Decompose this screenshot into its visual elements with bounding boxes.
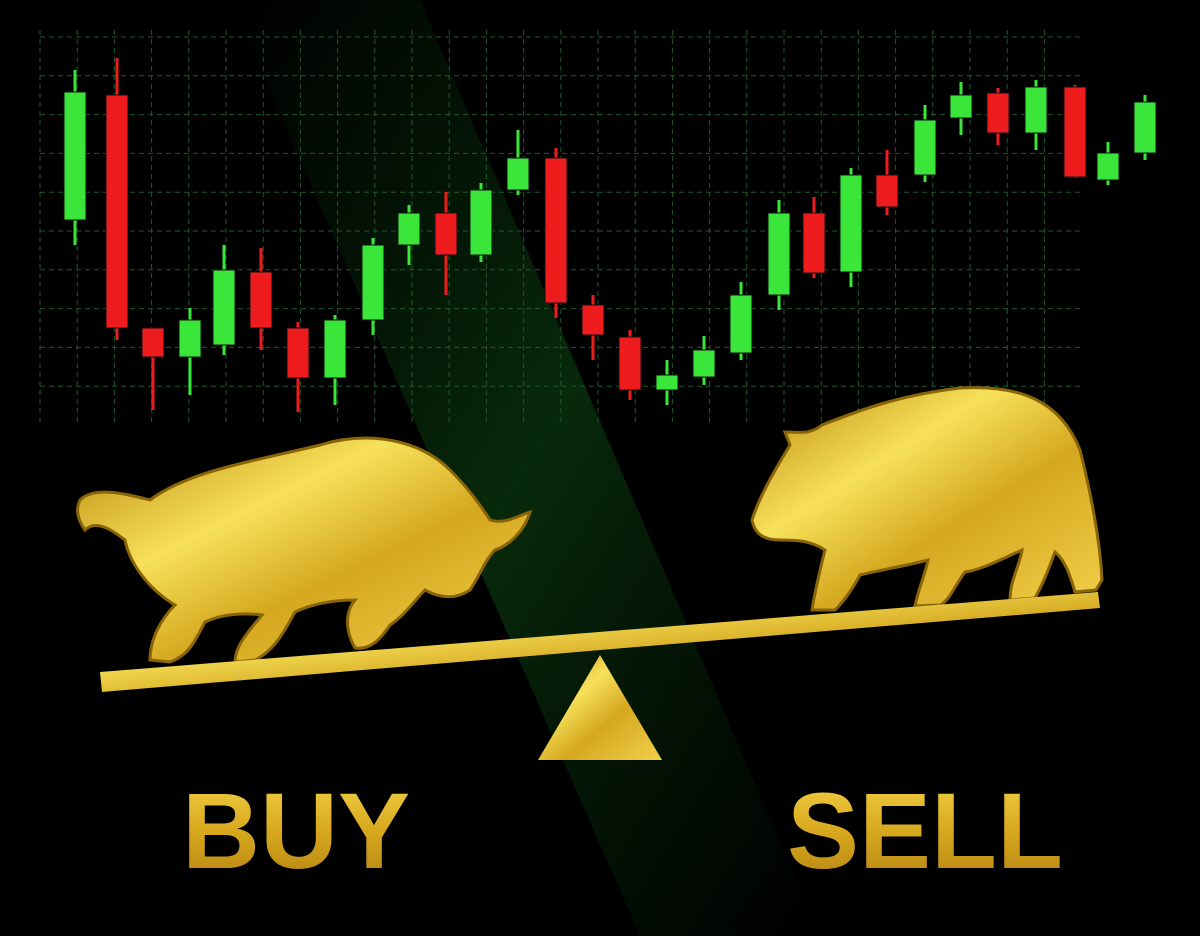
candle-body	[361, 244, 385, 321]
light-beam	[230, 0, 820, 936]
candle-body	[767, 212, 791, 296]
candle-body	[63, 91, 87, 221]
candle-body	[544, 157, 568, 304]
candle-body	[581, 304, 605, 336]
candle-body	[1096, 152, 1120, 181]
candle-body	[469, 189, 493, 256]
sell-label: SELL	[787, 770, 1063, 891]
candle-body	[802, 212, 826, 274]
buy-label: BUY	[182, 770, 410, 891]
candle-body	[839, 174, 863, 273]
candle-body	[913, 119, 937, 176]
candle-body	[286, 327, 310, 379]
candle-body	[692, 349, 716, 378]
bull	[76, 436, 533, 664]
candle-body	[249, 271, 273, 329]
candle-body	[105, 94, 129, 329]
seesaw-pivot	[538, 655, 662, 760]
candle-body	[506, 157, 530, 191]
candle-body	[655, 374, 679, 391]
candle-body	[949, 94, 973, 119]
candle-body	[875, 174, 899, 208]
candle-body	[1133, 101, 1157, 154]
candle-body	[1063, 86, 1087, 178]
candles	[63, 58, 1157, 412]
candle-body	[212, 269, 236, 346]
candle-body	[141, 327, 165, 358]
candle-body	[323, 319, 347, 379]
candle-body	[434, 212, 458, 256]
seesaw-beam	[100, 592, 1100, 692]
bear	[750, 386, 1104, 612]
candle-body	[986, 92, 1010, 134]
candle-body	[178, 319, 202, 358]
candle-body	[618, 336, 642, 391]
candle-body	[729, 294, 753, 354]
candle-body	[1024, 86, 1048, 134]
candle-body	[397, 212, 421, 246]
